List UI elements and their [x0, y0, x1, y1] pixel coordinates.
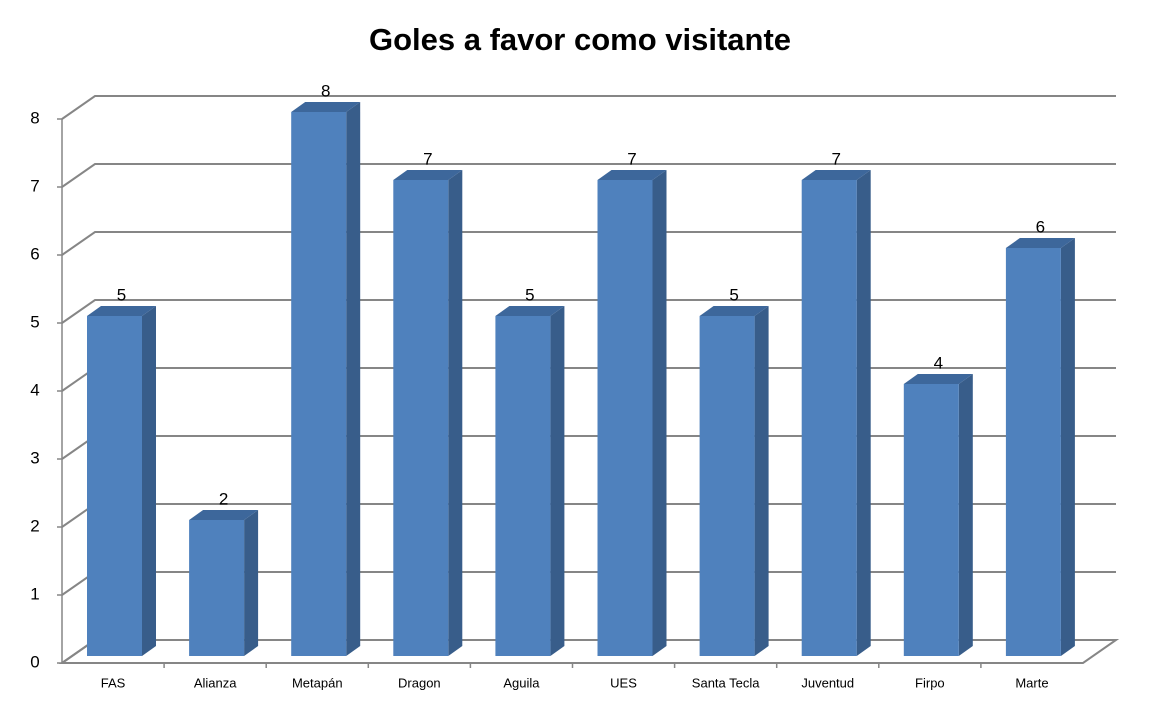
grid-line	[61, 299, 1116, 324]
bar-top	[1005, 238, 1075, 248]
bar-top	[291, 102, 361, 112]
value-label: 7	[423, 149, 432, 168]
bar	[801, 180, 857, 656]
bar	[903, 384, 959, 656]
value-label: 5	[729, 285, 738, 304]
x-tick-label: FAS	[101, 675, 126, 690]
bar	[393, 180, 449, 656]
bar-side	[244, 510, 259, 656]
y-tick-label: 1	[30, 584, 39, 603]
bar-side	[754, 306, 769, 656]
grid-line	[61, 231, 1116, 256]
bar-top	[87, 306, 156, 316]
value-label: 4	[934, 353, 943, 372]
bar	[189, 520, 245, 656]
value-label: 6	[1036, 217, 1045, 236]
grid-line	[61, 95, 1116, 120]
y-tick-label: 4	[30, 380, 39, 399]
x-tick-label: Marte	[1015, 675, 1048, 690]
bar-top	[903, 374, 973, 384]
value-label: 2	[219, 489, 228, 508]
x-tick-label: UES	[610, 675, 637, 690]
value-label: 8	[321, 81, 330, 100]
x-tick-label: Santa Tecla	[692, 675, 760, 690]
bar-side	[142, 306, 156, 656]
bar-top	[597, 170, 667, 180]
bar-top	[801, 170, 871, 180]
y-tick-label: 8	[30, 108, 39, 127]
y-tick-label: 5	[30, 312, 39, 331]
y-tick-label: 6	[30, 244, 39, 263]
x-tick-label: Firpo	[915, 675, 945, 690]
bar-side	[652, 170, 667, 656]
bar	[1005, 248, 1061, 656]
bar	[87, 316, 142, 656]
x-tick-label: Aguila	[503, 675, 540, 690]
grid-line	[61, 163, 1116, 188]
bar-side	[856, 170, 871, 656]
value-label: 5	[525, 285, 534, 304]
bar-side	[1060, 238, 1075, 656]
bar-side	[448, 170, 463, 656]
bar	[291, 112, 347, 656]
bar-top	[495, 306, 565, 316]
y-tick-label: 7	[30, 176, 39, 195]
value-label: 7	[831, 149, 840, 168]
bar-top	[189, 510, 259, 520]
value-label: 5	[117, 285, 126, 304]
y-tick-label: 3	[30, 448, 39, 467]
bar-side	[346, 102, 361, 656]
x-tick-label: Metapán	[292, 675, 343, 690]
bar	[699, 316, 755, 656]
value-label: 7	[627, 149, 636, 168]
chart-title: Goles a favor como visitante	[369, 22, 791, 57]
y-tick-label: 0	[30, 652, 39, 671]
bar-side	[550, 306, 565, 656]
x-tick-label: Dragon	[398, 675, 441, 690]
bar	[597, 180, 653, 656]
x-tick-label: Juventud	[801, 675, 854, 690]
x-tick-label: Alianza	[194, 675, 237, 690]
bar-side	[958, 374, 973, 656]
bar-top	[699, 306, 769, 316]
bar-top	[393, 170, 463, 180]
bar	[495, 316, 551, 656]
y-tick-label: 2	[30, 516, 39, 535]
